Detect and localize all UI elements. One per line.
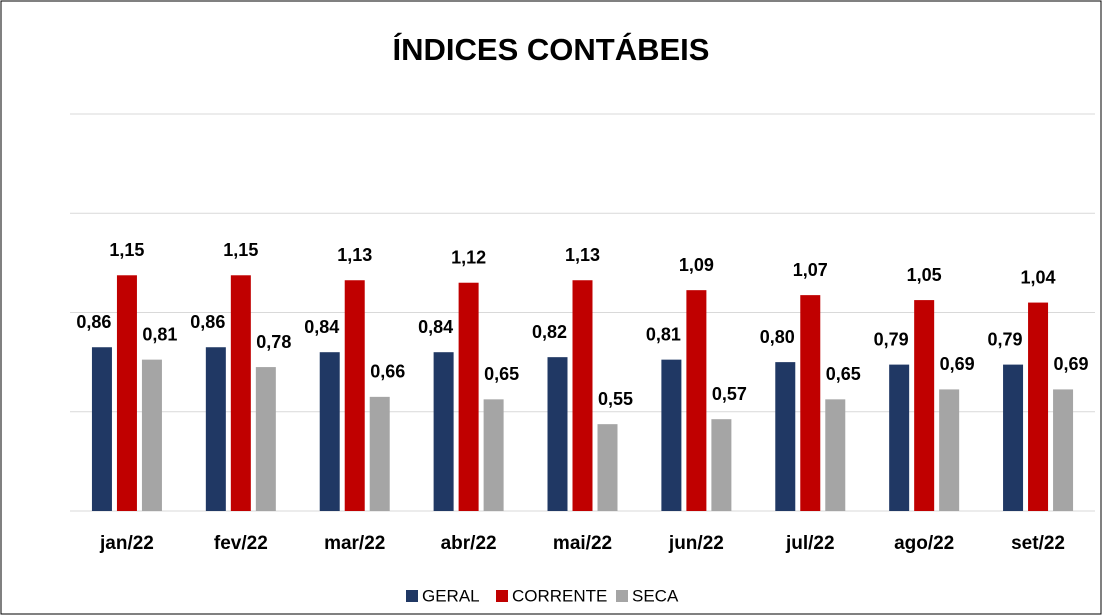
x-tick-label: mai/22 <box>553 533 612 554</box>
value-label: 0,81 <box>646 324 681 344</box>
value-label: 0,84 <box>418 317 453 337</box>
x-tick-label: jan/22 <box>99 533 154 554</box>
value-label: 1,13 <box>565 245 600 265</box>
value-label: 0,57 <box>712 384 747 404</box>
bar <box>369 396 390 511</box>
bar <box>230 275 251 511</box>
bar <box>914 300 935 511</box>
bar <box>1053 389 1074 511</box>
bar <box>116 275 137 511</box>
value-label: 0,78 <box>256 332 291 352</box>
bar <box>775 362 796 511</box>
x-tick-label: abr/22 <box>441 533 497 554</box>
legend-label: CORRENTE <box>512 586 607 605</box>
value-label: 0,55 <box>598 389 633 409</box>
x-tick-label: fev/22 <box>214 533 268 554</box>
value-label: 1,09 <box>679 255 714 275</box>
x-tick-label: jul/22 <box>785 533 835 554</box>
bar <box>255 367 276 511</box>
bar <box>547 357 568 511</box>
value-label: 0,86 <box>76 312 111 332</box>
bar <box>458 282 479 511</box>
value-label: 1,07 <box>793 260 828 280</box>
value-label: 0,84 <box>304 317 339 337</box>
bar <box>889 364 910 511</box>
bar <box>825 399 846 511</box>
value-label: 0,79 <box>988 329 1023 349</box>
value-label: 0,65 <box>484 364 519 384</box>
bar <box>1003 364 1024 511</box>
value-label: 0,79 <box>874 329 909 349</box>
bar <box>319 352 340 511</box>
value-label: 0,66 <box>370 362 405 382</box>
legend-label: GERAL <box>422 586 480 605</box>
legend-swatch <box>496 590 508 602</box>
value-label: 0,69 <box>1054 354 1089 374</box>
bar <box>800 295 821 511</box>
bar <box>939 389 960 511</box>
x-tick-label: set/22 <box>1011 533 1065 554</box>
chart-title: ÍNDICES CONTÁBEIS <box>393 32 710 67</box>
value-label: 1,15 <box>109 240 144 260</box>
value-label: 0,65 <box>826 364 861 384</box>
bar <box>661 359 682 511</box>
value-label: 1,12 <box>451 247 486 267</box>
value-label: 0,80 <box>760 327 795 347</box>
bar <box>572 280 593 511</box>
bar <box>1028 302 1049 511</box>
value-label: 1,13 <box>337 245 372 265</box>
bar <box>205 347 226 511</box>
bar <box>597 424 618 511</box>
bar <box>483 399 504 511</box>
x-tick-label: ago/22 <box>894 533 954 554</box>
legend-label: SECA <box>632 586 679 605</box>
value-label: 1,15 <box>223 240 258 260</box>
legend-swatch <box>616 590 628 602</box>
legend-swatch <box>406 590 418 602</box>
bar <box>686 290 707 511</box>
value-label: 0,86 <box>190 312 225 332</box>
bar <box>433 352 454 511</box>
bar <box>344 280 365 511</box>
value-label: 0,69 <box>940 354 975 374</box>
x-tick-label: mar/22 <box>324 533 385 554</box>
value-label: 1,05 <box>907 265 942 285</box>
x-tick-label: jun/22 <box>668 533 724 554</box>
value-label: 0,81 <box>142 324 177 344</box>
value-label: 0,82 <box>532 322 567 342</box>
value-label: 1,04 <box>1021 267 1056 287</box>
bar <box>711 419 732 511</box>
bar <box>141 359 162 511</box>
bar <box>91 347 112 511</box>
